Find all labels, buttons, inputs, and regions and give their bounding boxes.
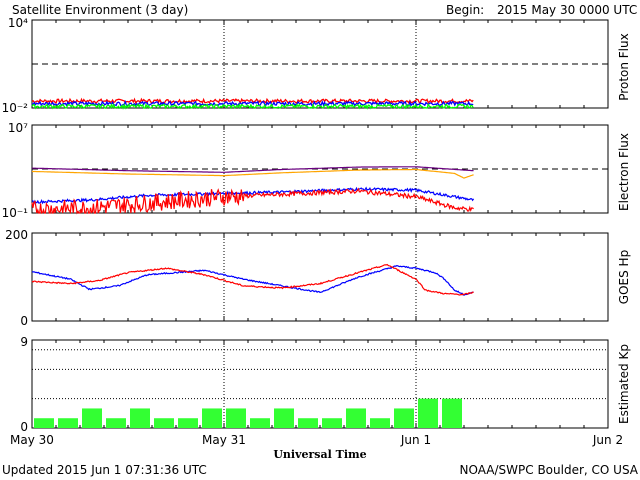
panel-frame: [31, 339, 609, 429]
goes-ylabel: GOES Hp: [617, 250, 631, 304]
kp-bar: [130, 408, 150, 428]
footer-updated: Updated 2015 Jun 1 07:31:36 UTC: [2, 463, 207, 477]
kp-bar: [58, 418, 78, 428]
kp-bar: [226, 408, 246, 428]
kp-ytick-top: 9: [20, 335, 28, 349]
goes-series-line: [31, 264, 474, 296]
footer-source: NOAA/SWPC Boulder, CO USA: [460, 463, 639, 477]
xtick-jun2: Jun 2: [592, 433, 623, 447]
x-axis-label: Universal Time: [273, 448, 366, 461]
goes-ytick-bottom: 0: [20, 314, 28, 328]
kp-bar: [82, 408, 102, 428]
panel-frame: [31, 19, 609, 109]
kp-ylabel: Estimated Kp: [617, 344, 631, 424]
electron-ytick-bottom: 10⁻¹: [2, 206, 29, 220]
electron-ytick-top: 10⁷: [8, 121, 28, 135]
xtick-may30: May 30: [10, 433, 54, 447]
kp-bar: [322, 418, 342, 428]
electron-series-line: [31, 186, 475, 205]
xtick-may31: May 31: [202, 433, 246, 447]
goes-ytick-top: 200: [5, 228, 28, 242]
kp-bar: [154, 418, 174, 428]
goes-series-line: [31, 263, 474, 296]
electron-ylabel: Electron Flux: [617, 133, 631, 211]
proton-series-line: [31, 99, 474, 108]
kp-bar: [442, 398, 462, 428]
electron-series-line: [31, 166, 474, 173]
proton-series-line: [31, 102, 474, 110]
kp-bar: [394, 408, 414, 428]
xtick-jun1: Jun 1: [400, 433, 431, 447]
kp-bar: [274, 408, 294, 428]
kp-bar: [298, 418, 318, 428]
kp-bar: [418, 398, 438, 428]
proton-ylabel: Proton Flux: [617, 33, 631, 100]
begin-label: Begin:: [446, 3, 484, 17]
proton-ytick-bottom: 10⁻²: [2, 101, 29, 115]
electron-series-line: [31, 168, 474, 179]
kp-bar: [370, 418, 390, 428]
kp-bar: [34, 418, 54, 428]
kp-bar: [106, 418, 126, 428]
kp-bar: [202, 408, 222, 428]
panel-frame: [31, 232, 609, 322]
kp-ytick-bottom: 0: [20, 420, 28, 434]
kp-bar: [250, 418, 270, 428]
proton-ytick-top: 10⁴: [8, 16, 28, 30]
kp-bar: [178, 418, 198, 428]
electron-series-line: [31, 187, 474, 215]
chart-title: Satellite Environment (3 day): [12, 3, 188, 17]
begin-value: 2015 May 30 0000 UTC: [497, 3, 637, 17]
kp-bar: [346, 408, 366, 428]
